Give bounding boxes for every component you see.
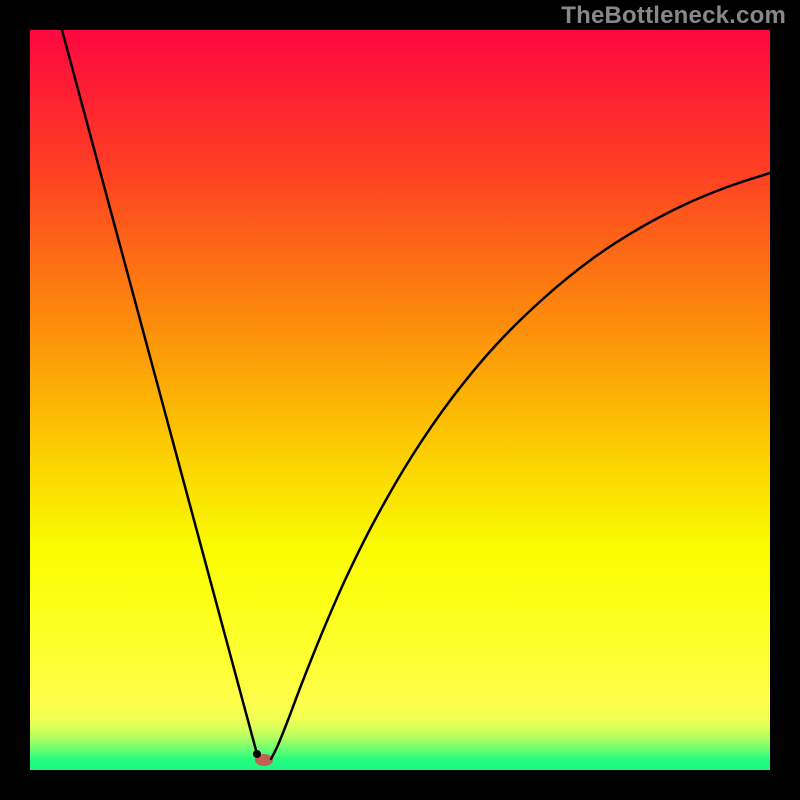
chart-svg: [30, 30, 770, 770]
bottleneck-chart: [30, 30, 770, 770]
chart-background: [30, 30, 770, 770]
watermark-text: TheBottleneck.com: [561, 2, 786, 30]
curve-left-cap: [253, 750, 261, 758]
chart-frame: TheBottleneck.com: [0, 0, 800, 800]
